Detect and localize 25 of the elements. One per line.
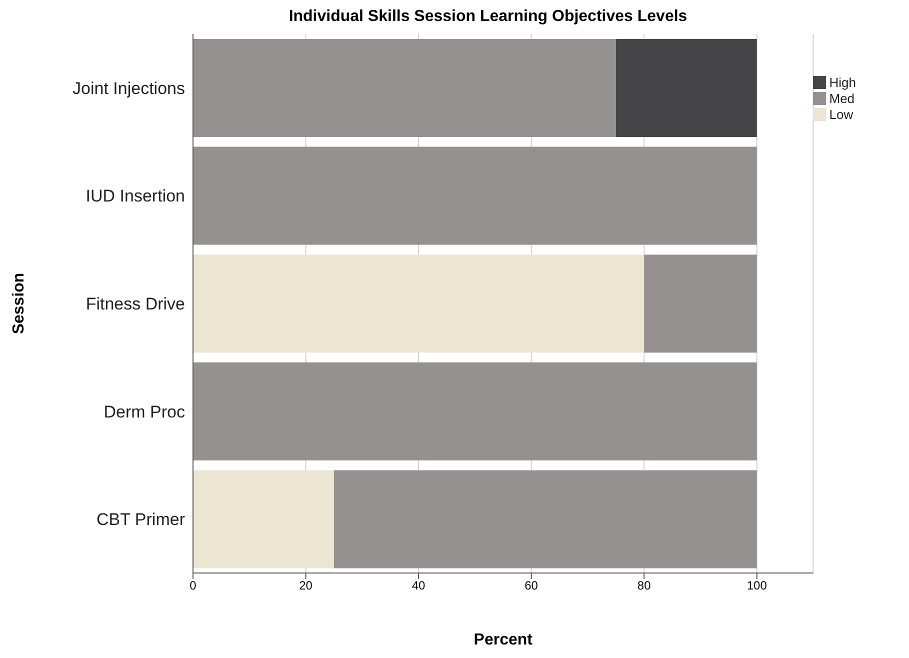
- legend-label: Med: [828, 90, 856, 106]
- bar: [193, 254, 644, 353]
- x-tick-label: 20: [299, 578, 313, 593]
- legend-label: Low: [828, 106, 854, 122]
- bar: [193, 362, 757, 460]
- bar: [644, 254, 757, 353]
- y-axis-title: Session: [10, 272, 28, 334]
- bar: [616, 39, 757, 137]
- legend-label: High: [828, 74, 856, 90]
- bar: [334, 470, 757, 568]
- bar: [193, 39, 616, 137]
- y-tick-label: CBT Primer: [96, 510, 186, 530]
- x-tick-label: 60: [524, 578, 538, 593]
- chart-title: Individual Skills Session Learning Objectives Levels: [288, 8, 688, 27]
- x-tick-label: 40: [412, 578, 426, 593]
- x-tick-label: 80: [637, 578, 652, 593]
- y-tick-label: Joint Injections: [72, 78, 185, 98]
- x-tick-label: 100: [746, 578, 768, 593]
- x-axis-title: Percent: [474, 631, 534, 648]
- y-tick-label: Derm Proc: [104, 402, 186, 422]
- y-tick-label: IUD Insertion: [86, 186, 185, 206]
- bar: [193, 470, 334, 568]
- x-tick-label: 0: [190, 578, 197, 593]
- y-tick-label: Fitness Drive: [86, 294, 185, 314]
- bar: [193, 146, 757, 245]
